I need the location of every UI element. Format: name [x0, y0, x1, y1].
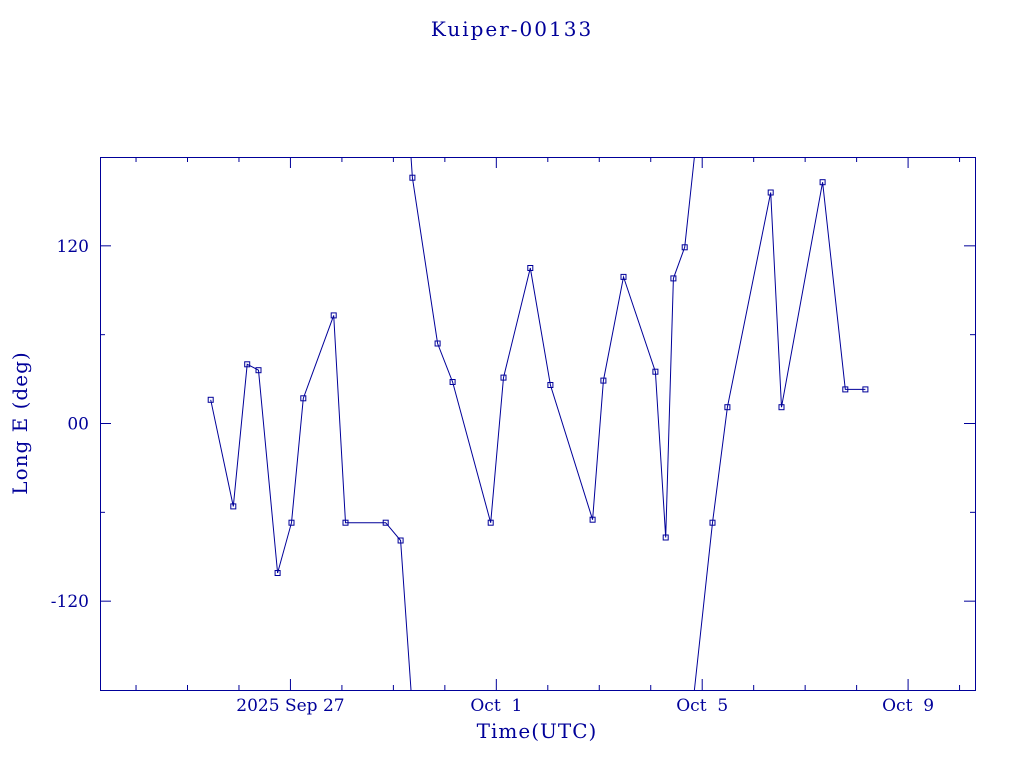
chart-title: Kuiper-00133	[430, 17, 594, 41]
data-point-marker	[662, 534, 669, 541]
data-point-marker	[255, 367, 262, 374]
data-point-marker	[778, 404, 785, 411]
data-point-marker	[397, 537, 404, 544]
data-point-marker	[382, 519, 389, 526]
data-point-marker	[681, 244, 688, 251]
data-point-marker	[330, 312, 337, 319]
data-point-marker	[288, 519, 295, 526]
x-tick-label: 2025 Sep 27	[236, 696, 344, 716]
x-axis-label: Time(UTC)	[476, 719, 598, 743]
y-tick-label: -120	[51, 592, 89, 612]
data-point-marker	[500, 374, 507, 381]
plot-frame	[100, 157, 976, 691]
data-point-marker	[527, 265, 534, 271]
x-tick-label: Oct 5	[676, 696, 728, 716]
x-tick-label: Oct 1	[470, 696, 522, 716]
x-tick-label: Oct 9	[882, 696, 934, 716]
data-point-marker	[547, 382, 554, 388]
data-point-marker	[670, 275, 677, 282]
data-line	[210, 156, 866, 691]
data-point-marker	[230, 503, 237, 510]
data-point-marker	[342, 519, 349, 526]
data-point-marker	[487, 519, 494, 526]
data-point-marker	[620, 273, 627, 280]
y-tick-label: 00	[67, 415, 89, 435]
data-point-marker	[819, 179, 826, 186]
data-point-marker	[274, 570, 281, 576]
data-point-marker	[767, 189, 774, 196]
data-point-marker	[709, 519, 716, 526]
data-point-marker	[449, 379, 456, 385]
data-point-marker	[207, 396, 214, 403]
data-point-marker	[724, 404, 731, 411]
data-point-marker	[842, 386, 849, 393]
data-point-marker	[862, 386, 869, 393]
data-point-marker	[409, 174, 416, 181]
data-point-marker	[300, 395, 307, 402]
data-point-marker	[589, 516, 596, 523]
data-point-marker	[652, 368, 659, 375]
data-point-marker	[434, 340, 441, 347]
y-tick-label: 120	[57, 237, 89, 257]
data-point-marker	[244, 361, 251, 368]
data-point-marker	[600, 377, 607, 384]
